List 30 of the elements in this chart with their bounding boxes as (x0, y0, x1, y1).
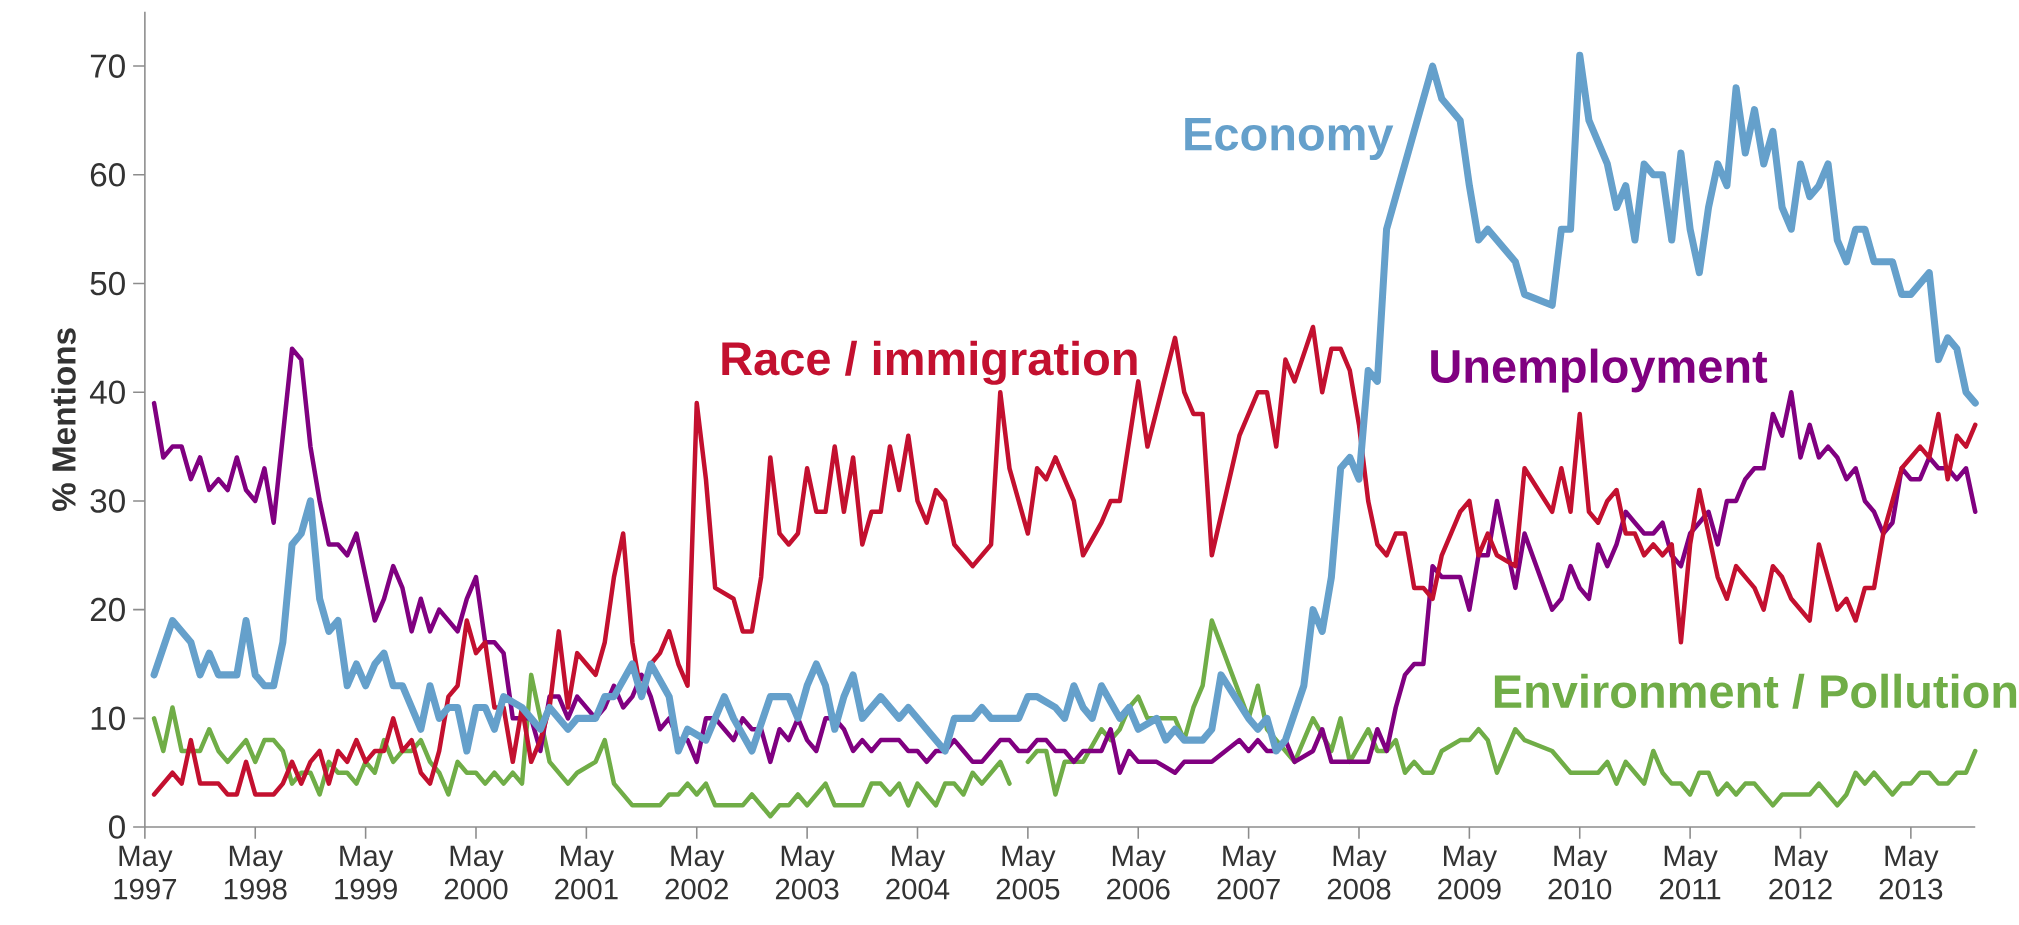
x-tick-label: May 2006 (1107, 845, 1170, 900)
x-tick-label: May 2000 (444, 845, 508, 900)
x-tick-label: May 2003 (775, 845, 839, 900)
x-tick-label: May 1998 (224, 845, 287, 900)
x-tick-label: May 2008 (1327, 845, 1391, 900)
series-label: Race / immigration (722, 340, 1137, 385)
y-tick-label: 60 (90, 163, 125, 187)
y-tick-label: 50 (90, 271, 125, 296)
series-label: Economy (1185, 117, 1394, 160)
series-label: Unemployment (1431, 348, 1768, 393)
x-tick-label: May 2005 (996, 845, 1060, 900)
y-tick-label: 30 (90, 489, 125, 513)
x-tick-label: May 2009 (1438, 845, 1501, 900)
y-axis-title: % Mentions (51, 328, 76, 512)
x-tick-label: May 1997 (114, 845, 177, 900)
x-tick-label: May 2007 (1217, 845, 1280, 900)
x-tick-label: May 2012 (1769, 845, 1832, 900)
y-tick-label: 40 (89, 380, 125, 405)
y-tick-label: 70 (90, 54, 125, 78)
series-label: Environment / Pollution (1494, 673, 2017, 709)
x-tick-label: May 2010 (1548, 845, 1612, 900)
x-tick-label: May 2001 (555, 845, 618, 900)
x-tick-label: May 2004 (886, 845, 950, 900)
x-tick-label: May 1999 (335, 845, 397, 900)
y-tick-label: 0 (109, 815, 125, 839)
y-tick-label: 20 (90, 597, 125, 622)
x-tick-label: May 2011 (1660, 845, 1721, 900)
y-tick-label: 10 (91, 706, 125, 731)
x-tick-label: May 2013 (1879, 845, 1943, 900)
x-tick-label: May 2002 (665, 845, 728, 900)
